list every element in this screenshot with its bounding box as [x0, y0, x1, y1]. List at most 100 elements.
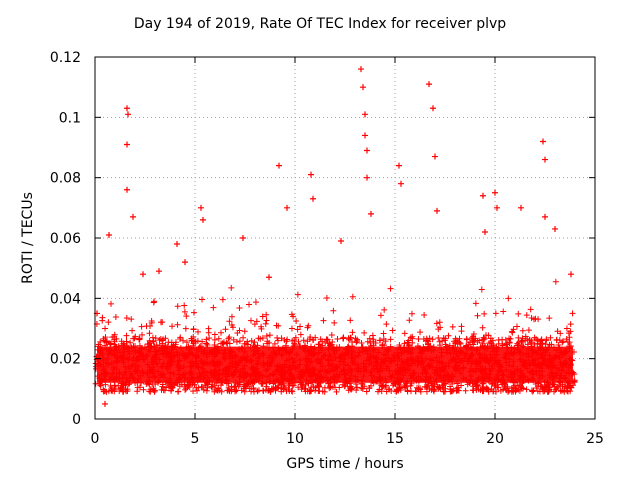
- data-point: [190, 309, 197, 316]
- x-axis-label: GPS time / hours: [286, 456, 404, 472]
- data-point: [305, 322, 312, 329]
- data-point: [518, 338, 525, 345]
- data-point: [124, 186, 130, 193]
- data-point: [128, 316, 135, 323]
- data-point: [367, 339, 374, 346]
- data-point: [481, 310, 488, 317]
- data-point: [552, 386, 559, 393]
- data-point: [173, 339, 180, 346]
- data-point: [156, 337, 163, 344]
- data-point: [361, 329, 368, 336]
- data-point: [169, 384, 176, 391]
- data-point: [241, 388, 248, 395]
- data-point: [539, 340, 546, 347]
- data-point: [248, 317, 255, 324]
- data-point: [339, 335, 346, 342]
- data-point: [226, 318, 233, 325]
- data-point: [468, 334, 475, 341]
- data-point: [505, 388, 512, 395]
- y-tick-label: 0.02: [50, 352, 81, 368]
- data-point: [100, 386, 107, 393]
- data-point: [492, 382, 499, 389]
- data-point: [211, 331, 218, 338]
- data-point: [435, 326, 442, 333]
- data-point: [276, 162, 282, 169]
- data-point: [168, 387, 175, 394]
- data-point: [228, 313, 235, 320]
- data-point: [275, 337, 282, 344]
- data-point: [494, 204, 500, 211]
- data-point: [567, 328, 574, 335]
- data-point: [389, 327, 396, 334]
- data-point: [288, 311, 295, 318]
- data-point: [157, 335, 164, 342]
- data-point: [546, 315, 553, 322]
- data-point: [203, 340, 210, 347]
- data-point: [308, 384, 315, 391]
- data-point: [436, 338, 443, 345]
- data-point: [321, 388, 328, 395]
- data-point: [174, 303, 181, 310]
- data-point: [542, 341, 549, 348]
- data-point: [396, 162, 402, 169]
- data-point: [97, 338, 104, 345]
- data-point: [95, 341, 102, 348]
- data-point: [479, 386, 486, 393]
- y-tick-label: 0.04: [50, 291, 81, 307]
- data-point: [518, 384, 525, 391]
- data-point: [331, 319, 338, 326]
- data-point: [417, 329, 424, 336]
- data-point: [165, 383, 172, 390]
- data-point: [328, 332, 335, 339]
- data-point: [127, 339, 134, 346]
- data-point: [426, 81, 432, 88]
- data-point: [488, 340, 495, 347]
- data-point: [458, 323, 465, 330]
- data-point: [430, 105, 436, 112]
- data-point: [507, 335, 514, 342]
- data-point: [229, 324, 236, 331]
- data-point: [292, 334, 299, 341]
- data-point: [478, 286, 485, 293]
- data-point: [354, 336, 361, 343]
- data-point: [259, 313, 266, 320]
- data-point: [542, 213, 548, 220]
- data-point: [499, 336, 506, 343]
- data-point: [398, 180, 404, 187]
- data-point: [564, 339, 571, 346]
- data-point: [215, 335, 222, 342]
- x-tick-label: 25: [586, 431, 604, 447]
- data-point: [210, 304, 217, 311]
- data-point: [289, 337, 296, 344]
- data-point: [205, 325, 212, 332]
- data-point: [374, 388, 381, 395]
- data-point: [294, 291, 301, 298]
- data-point: [562, 383, 569, 390]
- data-point: [440, 388, 447, 395]
- data-point: [224, 387, 231, 394]
- data-point: [180, 337, 187, 344]
- data-point: [527, 306, 534, 313]
- data-point: [105, 319, 112, 326]
- data-point: [265, 387, 272, 394]
- data-point: [174, 321, 181, 328]
- data-point: [503, 341, 510, 348]
- y-tick-label: 0.08: [50, 171, 81, 187]
- data-point: [353, 339, 360, 346]
- x-axis-ticks: 0 5 10 15 20 25: [91, 57, 604, 447]
- data-point: [397, 383, 404, 390]
- data-point: [106, 231, 112, 238]
- data-point: [542, 384, 549, 391]
- data-point: [330, 307, 337, 314]
- data-point: [362, 132, 368, 139]
- data-point: [472, 300, 479, 307]
- data-point: [485, 332, 492, 339]
- data-point: [429, 336, 436, 343]
- data-point: [175, 388, 182, 395]
- data-point: [500, 386, 507, 393]
- y-tick-label: 0.12: [50, 50, 81, 66]
- data-point: [433, 320, 440, 327]
- data-point: [266, 332, 273, 339]
- data-point: [115, 382, 122, 389]
- data-point: [264, 340, 271, 347]
